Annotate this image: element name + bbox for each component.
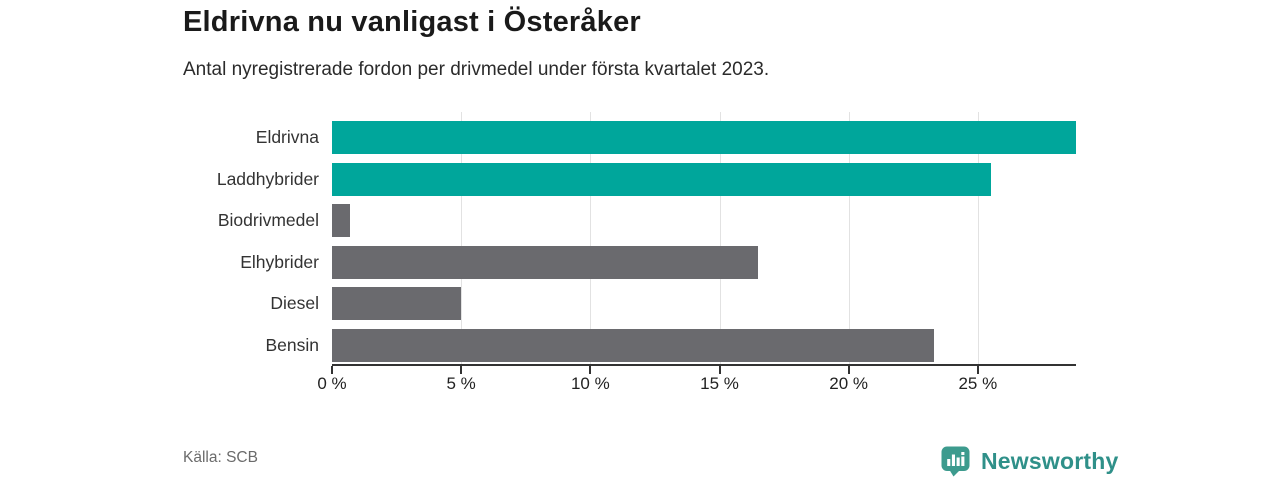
- gridline-5: [461, 112, 463, 364]
- axis-tick-5: [460, 366, 463, 374]
- category-label-elhybrider: Elhybrider: [240, 251, 319, 272]
- x-tick-label-10: 10 %: [570, 374, 610, 393]
- category-label-biodrivmedel: Biodrivmedel: [217, 210, 319, 230]
- x-axis-tick-labels: 0 % 5 % 10 % 15 % 20 % 25 %: [317, 374, 1076, 396]
- x-axis-line: [332, 364, 1076, 366]
- bar-biodrivmedel: [332, 204, 351, 238]
- bar-eldrivna: [332, 121, 1076, 155]
- category-label-diesel: Diesel: [270, 293, 319, 313]
- bar-laddhybrider: [332, 162, 991, 196]
- x-tick-label-15: 15 %: [700, 374, 739, 393]
- axis-tick-0: [331, 366, 333, 374]
- brand-logo: Newsworthy: [939, 445, 1118, 477]
- gridline-20: [848, 112, 850, 364]
- y-axis-category-labels: Eldrivna Laddhybrider Biodrivmedel Elhybrid…: [0, 112, 319, 366]
- x-tick-label-0: 0 %: [317, 374, 347, 393]
- x-tick-label-20: 20 %: [829, 374, 869, 393]
- brand-name: Newsworthy: [981, 447, 1119, 474]
- axis-tick-20: [847, 366, 850, 374]
- source-credit: Källa: SCB: [183, 449, 258, 466]
- chart-subtitle: Antal nyregistrerade fordon per drivmede…: [183, 59, 770, 80]
- gridline-15: [719, 112, 721, 364]
- page-title: Eldrivna nu vanligast i Österåker: [183, 6, 641, 38]
- category-label-bensin: Bensin: [265, 334, 319, 355]
- axis-tick-25: [976, 366, 979, 374]
- x-tick-label-25: 25 %: [958, 374, 998, 393]
- axis-tick-10: [589, 366, 592, 374]
- bar-chart-pin-icon: [941, 446, 970, 477]
- gridline-25: [977, 112, 979, 364]
- category-label-eldrivna: Eldrivna: [255, 127, 319, 147]
- bar-bensin: [332, 328, 934, 362]
- x-tick-label-5: 5 %: [446, 374, 476, 393]
- axis-tick-15: [718, 366, 721, 374]
- category-label-laddhybrider: Laddhybrider: [216, 168, 319, 189]
- plot-area: [331, 112, 1076, 374]
- bar-elhybrider: [332, 245, 759, 279]
- bar-diesel: [332, 287, 462, 321]
- gridline-10: [590, 112, 592, 364]
